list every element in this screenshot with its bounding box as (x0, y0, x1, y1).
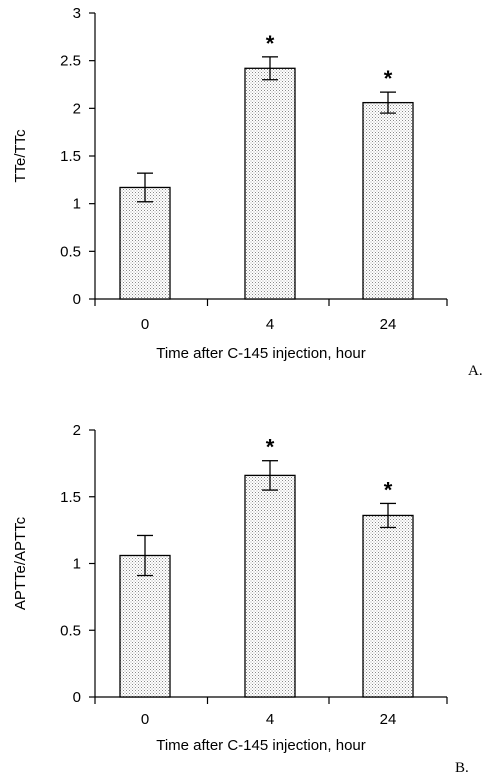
x-tick-label: 24 (380, 316, 397, 333)
bar (244, 67, 296, 300)
bar (362, 514, 414, 698)
significance-marker: * (384, 477, 393, 502)
x-tick-label: 4 (266, 316, 274, 333)
y-tick-label: 2.5 (60, 53, 81, 70)
x-tick-label: 24 (380, 711, 397, 728)
y-tick-label: 0.5 (60, 622, 81, 639)
y-tick-label: 2 (73, 100, 81, 117)
significance-marker: * (266, 435, 275, 460)
y-tick-label: 1 (73, 556, 81, 573)
bar (119, 186, 171, 300)
y-axis-title: TTe/TTc (12, 129, 29, 183)
y-tick-label: 1.5 (60, 489, 81, 506)
x-tick-label: 0 (141, 316, 149, 333)
x-axis-title: Time after C-145 injection, hour (156, 737, 366, 754)
bar (119, 554, 171, 698)
chart-panel-a: 0 0.5 1 1.5 2 2.5 3 0 * 4 * 24 Time after C-145 inje… (12, 5, 483, 379)
y-tick-label: 3 (73, 5, 81, 22)
y-tick-label: 2 (73, 422, 81, 439)
significance-marker: * (384, 66, 393, 91)
chart-panel-b: 0 0.5 1 1.5 2 0 * 4 * 24 Time after C-145 injectio… (12, 422, 469, 776)
panel-label: B. (455, 760, 469, 776)
x-axis-title: Time after C-145 injection, hour (156, 345, 366, 362)
x-tick-label: 4 (266, 711, 274, 728)
bar (244, 474, 296, 698)
y-axis-title: APTTe/APTTc (12, 516, 29, 610)
y-tick-label: 0 (73, 689, 81, 706)
y-tick-label: 1.5 (60, 148, 81, 165)
y-tick-label: 1 (73, 196, 81, 213)
y-tick-label: 0 (73, 291, 81, 308)
x-tick-label: 0 (141, 711, 149, 728)
bar (362, 101, 414, 300)
significance-marker: * (266, 31, 275, 56)
panel-label: A. (468, 363, 483, 379)
y-tick-label: 0.5 (60, 243, 81, 260)
